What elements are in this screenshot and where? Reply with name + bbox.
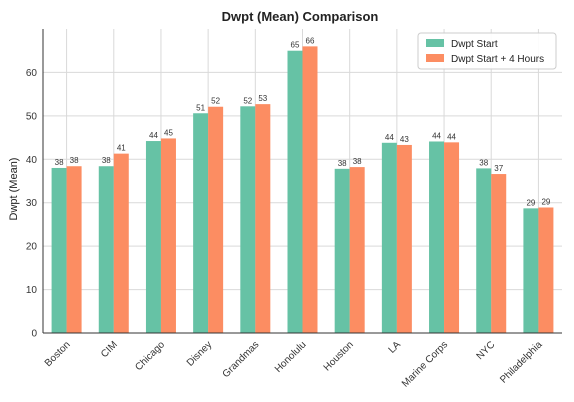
- x-tick-label: Boston: [43, 339, 73, 369]
- bar-value-label: 44: [385, 133, 394, 142]
- bar-dwpt-start-plus-4h: [66, 166, 82, 333]
- bar-dwpt-start-plus-4h: [349, 167, 365, 333]
- y-tick-label: 10: [26, 285, 38, 296]
- bar-dwpt-start: [193, 113, 209, 333]
- bar-dwpt-start: [381, 142, 397, 333]
- bar-value-label: 38: [353, 157, 362, 166]
- x-tick-label: Philadelphia: [498, 339, 545, 386]
- bar-dwpt-start-plus-4h: [538, 207, 554, 333]
- bar-dwpt-start: [98, 166, 114, 333]
- x-tick-label: Honolulu: [273, 339, 309, 375]
- bar-value-label: 53: [258, 94, 267, 103]
- y-tick-label: 30: [26, 198, 38, 209]
- bar-dwpt-start: [523, 208, 539, 333]
- bar-dwpt-start-plus-4h: [302, 46, 318, 333]
- bar-value-label: 29: [526, 198, 535, 207]
- bar-dwpt-start-plus-4h: [255, 104, 271, 333]
- bar-value-label: 29: [541, 197, 550, 206]
- bar-value-label: 52: [211, 97, 220, 106]
- x-tick-label: Marine Corps: [400, 339, 450, 389]
- y-tick-label: 20: [26, 242, 38, 253]
- y-axis-label: Dwpt (Mean): [8, 158, 20, 221]
- legend-swatch: [426, 54, 444, 62]
- bars: [51, 46, 554, 333]
- x-tick-label: CIM: [99, 339, 120, 360]
- legend-box: [417, 32, 557, 70]
- bar-value-label: 65: [291, 41, 300, 50]
- x-tick-label: LA: [387, 339, 404, 356]
- bar-dwpt-start: [287, 50, 303, 333]
- bar-value-label: 38: [55, 158, 64, 167]
- legend: Dwpt Start Dwpt Start + 4 Hours: [417, 32, 557, 70]
- bar-dwpt-start-plus-4h: [444, 142, 460, 333]
- bar-dwpt-start-plus-4h: [491, 174, 507, 333]
- legend-label: Dwpt Start: [451, 39, 498, 50]
- x-tick-label: Chicago: [133, 339, 167, 373]
- bar-value-label: 38: [479, 158, 488, 167]
- bar-value-label: 45: [164, 128, 173, 137]
- bar-dwpt-start: [476, 168, 492, 333]
- bar-dwpt-start: [334, 168, 350, 333]
- bar-dwpt-start-plus-4h: [113, 153, 129, 333]
- bar-dwpt-start: [429, 141, 445, 333]
- bar-value-label: 44: [447, 132, 456, 141]
- bar-value-label: 44: [149, 131, 158, 140]
- bar-value-label: 41: [117, 144, 126, 153]
- bar-value-label: 38: [70, 156, 79, 165]
- y-tick-label: 40: [26, 155, 38, 166]
- bar-dwpt-start: [145, 141, 161, 333]
- bar-value-label: 38: [338, 159, 347, 168]
- bar-value-label: 44: [432, 131, 441, 140]
- bar-dwpt-start: [51, 167, 67, 333]
- bar-dwpt-start-plus-4h: [396, 144, 412, 333]
- bar-dwpt-start-plus-4h: [160, 138, 176, 333]
- x-tick-label: Houston: [322, 339, 356, 373]
- bar-dwpt-start-plus-4h: [208, 106, 224, 333]
- bar-value-label: 52: [243, 96, 252, 105]
- legend-swatch: [426, 39, 444, 47]
- data-labels: 38 38 44 51 52 65 38 44 44 38 29 38 41 45 52 53 66 38 43 44…: [55, 36, 551, 207]
- x-tick-label: Grandmas: [221, 339, 262, 380]
- bar-dwpt-start: [240, 106, 256, 333]
- bar-value-label: 51: [196, 103, 205, 112]
- y-tick-label: 60: [26, 68, 38, 79]
- bar-value-label: 37: [494, 164, 503, 173]
- bar-value-label: 43: [400, 135, 409, 144]
- y-tick-label: 50: [26, 111, 38, 122]
- legend-label: Dwpt Start + 4 Hours: [451, 54, 544, 65]
- bar-value-label: 38: [102, 156, 111, 165]
- bar-value-label: 66: [306, 36, 315, 45]
- chart-title: Dwpt (Mean) Comparison: [222, 9, 379, 24]
- y-tick-label: 0: [31, 329, 37, 340]
- x-tick-label: NYC: [475, 339, 498, 362]
- x-tick-label: Disney: [185, 339, 214, 368]
